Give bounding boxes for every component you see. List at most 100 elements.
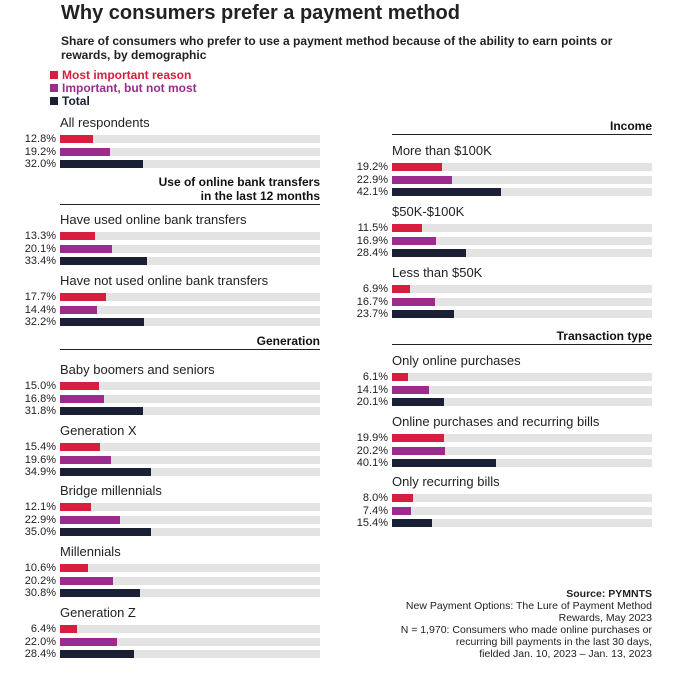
bar-track — [60, 394, 320, 403]
section-heading-line: Income — [609, 119, 652, 133]
bar-most-important — [392, 163, 442, 171]
value-label-important-not-most: 22.0% — [24, 635, 56, 648]
value-label-most-important: 15.4% — [24, 441, 56, 453]
bar-track — [60, 650, 320, 658]
bar-most-important — [60, 564, 88, 572]
bar-important-not-most — [392, 506, 412, 515]
bar-track — [60, 318, 320, 326]
bar-total — [60, 589, 141, 597]
bar-total — [60, 160, 144, 168]
bar-track — [60, 528, 320, 536]
bar-important-not-most — [392, 297, 436, 306]
value-label-total: 42.1% — [356, 186, 388, 198]
bar-track — [392, 310, 652, 318]
section-divider — [60, 349, 320, 350]
value-label-important-not-most: 22.9% — [24, 513, 56, 526]
bar-track — [392, 494, 652, 502]
bar-total — [60, 528, 151, 536]
value-label-total: 34.9% — [24, 466, 56, 478]
bar-track — [392, 175, 652, 184]
bar-track — [60, 382, 320, 390]
bar-track — [60, 589, 320, 597]
source-line: recurring bill payments in the last 30 d… — [455, 636, 652, 648]
group-label: Millennials — [60, 544, 121, 559]
bar-track — [392, 434, 652, 442]
value-label-total: 32.0% — [24, 158, 56, 170]
value-label-important-not-most: 20.2% — [24, 574, 56, 587]
value-label-important-not-most: 14.1% — [356, 383, 388, 396]
value-label-total: 23.7% — [356, 308, 388, 320]
value-label-most-important: 6.9% — [362, 283, 388, 295]
bar-total — [60, 650, 134, 658]
bar-track — [392, 163, 652, 171]
bar-track — [60, 160, 320, 168]
bar-total — [392, 249, 466, 257]
value-label-most-important: 19.9% — [356, 432, 388, 444]
group-label: Bridge millennials — [60, 483, 162, 498]
group-label: $50K-$100K — [392, 204, 465, 219]
group-label: Generation Z — [60, 605, 136, 620]
bar-important-not-most — [60, 576, 113, 585]
bar-important-not-most — [60, 394, 104, 403]
bar-track — [60, 455, 320, 464]
value-label-most-important: 12.8% — [24, 133, 56, 145]
legend-important-not-most: Important, but not most — [50, 81, 197, 95]
group-label: Have not used online bank transfers — [60, 273, 269, 288]
section-heading: Income — [392, 119, 652, 133]
group-label: Generation X — [60, 423, 137, 438]
bar-total — [392, 459, 497, 467]
value-label-total: 28.4% — [356, 247, 388, 259]
legend-most-important: Most important reason — [50, 68, 191, 82]
chart-subtitle: Share of consumers who prefer to use a p… — [61, 34, 613, 62]
value-label-important-not-most: 16.7% — [356, 295, 388, 308]
bar-important-not-most — [392, 446, 445, 455]
legend-total: Total — [50, 94, 90, 108]
bar-important-not-most — [60, 515, 120, 524]
value-label-important-not-most: 16.8% — [24, 392, 56, 405]
value-label-most-important: 17.7% — [24, 291, 56, 303]
right-column: Income More than $100K 19.2% 22.9% 42.1% $50K… — [332, 0, 672, 680]
bar-track — [60, 232, 320, 240]
bar-most-important — [392, 434, 444, 442]
bar-track — [392, 506, 652, 515]
value-label-total: 33.4% — [24, 255, 56, 267]
bar-track — [392, 236, 652, 245]
section-heading: Generation — [60, 334, 320, 348]
bar-track — [60, 468, 320, 476]
source-line: fielded Jan. 10, 2023 – Jan. 13, 2023 — [479, 648, 652, 660]
bar-track — [60, 257, 320, 265]
bar-total — [60, 257, 147, 265]
section-heading-line: Transaction type — [556, 329, 652, 343]
bar-most-important — [60, 382, 99, 390]
legend-swatch-total — [50, 97, 58, 105]
value-label-total: 20.1% — [356, 396, 388, 408]
bar-important-not-most — [392, 236, 436, 245]
bar-track — [60, 625, 320, 633]
value-label-important-not-most: 19.6% — [24, 453, 56, 466]
group-label: Baby boomers and seniors — [60, 362, 215, 377]
bar-track — [392, 188, 652, 196]
bar-track — [60, 443, 320, 451]
bar-track — [392, 249, 652, 257]
bar-total — [392, 310, 454, 318]
legend-swatch-important-not-most — [50, 84, 58, 92]
value-label-most-important: 11.5% — [357, 222, 388, 234]
value-label-total: 35.0% — [24, 526, 56, 538]
bar-total — [60, 318, 144, 326]
source-line: Rewards, May 2023 — [558, 612, 652, 624]
value-label-important-not-most: 22.9% — [356, 173, 388, 186]
chart-title: Why consumers prefer a payment method — [61, 2, 460, 24]
source-line: N = 1,970: Consumers who made online pur… — [400, 624, 652, 636]
bar-important-not-most — [60, 305, 98, 314]
bar-track — [60, 147, 320, 156]
bar-track — [60, 135, 320, 143]
bar-total — [392, 188, 502, 196]
bar-total — [392, 398, 445, 406]
bar-total — [60, 468, 151, 476]
bar-important-not-most — [392, 175, 452, 184]
bar-most-important — [60, 135, 94, 143]
value-label-important-not-most: 16.9% — [356, 234, 388, 247]
section-heading-line: in the last 12 months — [200, 189, 320, 203]
value-label-important-not-most: 20.1% — [24, 242, 56, 255]
group-label: All respondents — [60, 115, 150, 130]
